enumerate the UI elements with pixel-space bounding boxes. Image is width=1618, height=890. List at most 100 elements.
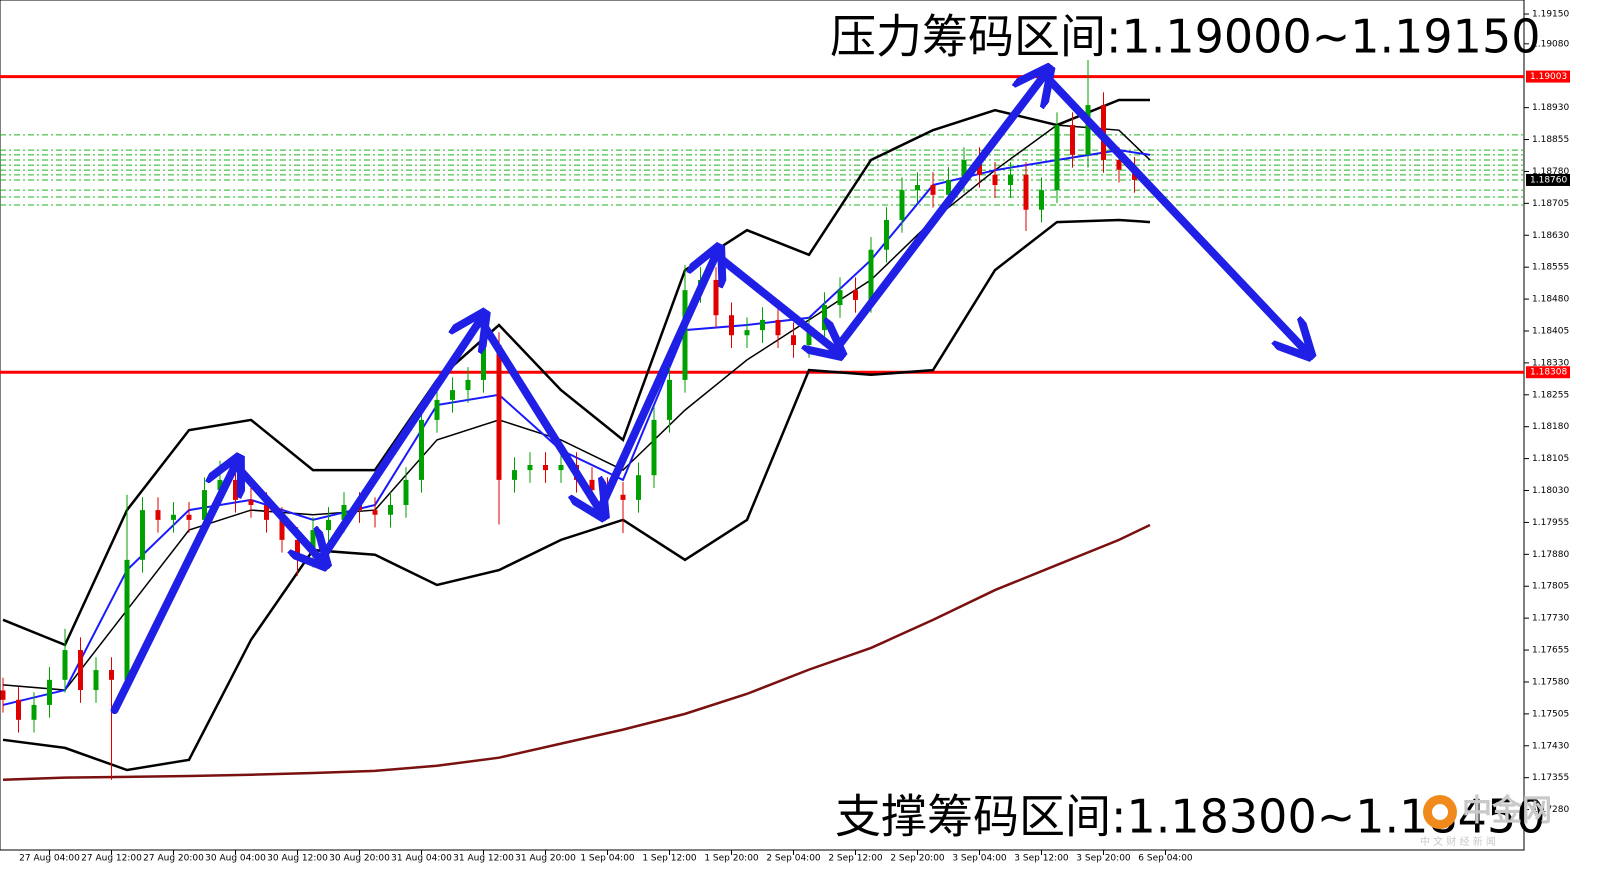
y-tick-label: 1.18330: [1532, 358, 1569, 368]
candle-body: [914, 185, 920, 191]
candle-body: [47, 679, 53, 705]
trend-arrow: [231, 460, 321, 560]
y-tick-label: 1.17505: [1532, 709, 1569, 719]
candle-body: [109, 670, 115, 680]
y-tick-label: 1.18105: [1532, 454, 1569, 464]
x-tick-label: 27 Aug 20:00: [143, 854, 204, 864]
indicator-line: [2, 124, 1151, 691]
candle-body: [388, 504, 394, 515]
candle-body: [1007, 174, 1013, 186]
resistance-annotation: 压力筹码区间:1.19000~1.19150: [830, 10, 1540, 64]
y-tick-label: 1.19150: [1532, 10, 1569, 20]
y-tick-label: 1.17580: [1532, 677, 1569, 687]
candle-body: [434, 399, 440, 420]
candle-body: [1038, 190, 1044, 210]
candle-body: [248, 499, 254, 505]
plot-area: [0, 0, 1525, 851]
x-tick-label: 30 Aug 12:00: [267, 854, 328, 864]
y-tick-label: 1.18255: [1532, 390, 1569, 400]
key-level-tag: [1526, 366, 1570, 379]
candle-body: [279, 519, 285, 540]
candle-body: [1069, 125, 1075, 155]
key-level-label: 1.18308: [1530, 368, 1567, 378]
y-tick-label: 1.17655: [1532, 646, 1569, 656]
x-tick-label: 3 Sep 20:00: [1076, 854, 1131, 864]
candle-body: [465, 379, 471, 391]
candle-body: [450, 390, 456, 400]
candle-body: [171, 514, 177, 520]
candle-body: [1085, 105, 1091, 155]
candle-body: [930, 185, 936, 195]
candle-body: [264, 504, 270, 520]
x-tick-label: 27 Aug 12:00: [81, 854, 142, 864]
candle-body: [635, 475, 641, 500]
candle-body: [511, 470, 517, 480]
y-tick-label: 1.17280: [1532, 805, 1569, 815]
last-price-tag: [1526, 173, 1570, 186]
key-level-tag: [1526, 70, 1570, 83]
candle-body: [883, 219, 889, 250]
y-tick-label: 1.17430: [1532, 741, 1569, 751]
key-level-label: 1.19003: [1530, 72, 1567, 82]
candle-body: [78, 650, 84, 691]
logo-icon-inner: [1432, 804, 1448, 820]
y-tick-label: 1.18480: [1532, 295, 1569, 305]
y-tick-label: 1.18705: [1532, 199, 1569, 209]
candle-body: [496, 345, 502, 480]
candle-body: [155, 510, 161, 520]
trend-arrow: [316, 320, 481, 564]
candle-body: [682, 290, 688, 380]
candle-body: [651, 419, 657, 476]
y-tick-label: 1.18405: [1532, 326, 1569, 336]
candle-body: [542, 464, 548, 471]
candle-body: [821, 305, 827, 331]
candle-body: [1054, 125, 1060, 191]
trend-arrow: [595, 255, 716, 515]
y-tick-label: 1.18855: [1532, 135, 1569, 145]
trend-arrow: [831, 75, 1044, 355]
y-tick-label: 1.18180: [1532, 422, 1569, 432]
y-tick-label: 1.17730: [1532, 614, 1569, 624]
candle-body: [341, 504, 347, 520]
candle-body: [620, 494, 626, 500]
last-price-label: 1.18760: [1530, 175, 1567, 185]
candle-body: [419, 419, 425, 480]
x-tick-label: 1 Sep 04:00: [580, 854, 635, 864]
candle-body: [186, 514, 192, 520]
x-tick-label: 31 Aug 04:00: [391, 854, 452, 864]
y-tick-label: 1.17355: [1532, 773, 1569, 783]
candle-body: [124, 559, 130, 680]
candle-body: [899, 190, 905, 220]
candle-body: [558, 464, 564, 471]
candle-body: [0, 690, 6, 700]
candle-body: [527, 464, 533, 471]
x-tick-label: 2 Sep 20:00: [890, 854, 945, 864]
candle-body: [233, 479, 239, 500]
candle-body: [295, 539, 301, 555]
indicator-line: [2, 98, 1150, 647]
y-tick-label: 1.17805: [1532, 582, 1569, 592]
x-tick-label: 30 Aug 20:00: [329, 854, 390, 864]
candle-body: [31, 704, 37, 720]
candle-body: [202, 490, 208, 520]
y-tick-label: 1.18780: [1532, 167, 1569, 177]
y-tick-label: 1.18930: [1532, 103, 1569, 113]
y-tick-label: 1.18630: [1532, 231, 1569, 241]
x-tick-label: 3 Sep 04:00: [952, 854, 1007, 864]
y-tick-label: 1.18555: [1532, 263, 1569, 273]
y-tick-label: 1.17955: [1532, 518, 1569, 528]
x-tick-label: 2 Sep 12:00: [828, 854, 883, 864]
x-tick-label: 6 Sep 04:00: [1138, 854, 1193, 864]
y-tick-label: 1.19080: [1532, 39, 1569, 49]
candle-body: [852, 290, 858, 300]
candle-body: [62, 650, 68, 680]
x-tick-label: 27 Aug 04:00: [19, 854, 80, 864]
y-tick-label: 1.18030: [1532, 486, 1569, 496]
x-tick-label: 1 Sep 20:00: [704, 854, 759, 864]
candle-body: [868, 249, 874, 300]
candle-body: [326, 519, 332, 531]
x-tick-label: 1 Sep 12:00: [642, 854, 697, 864]
trend-arrow: [1040, 70, 1305, 350]
candle-body: [140, 510, 146, 560]
